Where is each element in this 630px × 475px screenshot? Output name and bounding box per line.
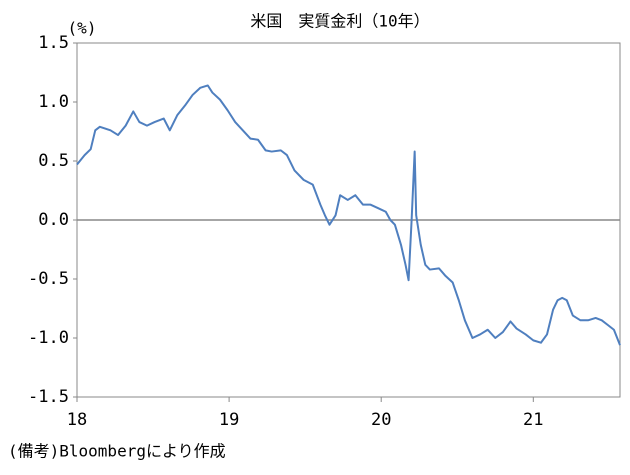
y-tick-label: 1.5 — [38, 33, 69, 53]
note: (備考)Bloombergにより作成 — [8, 442, 226, 461]
chart-title: 米国 実質金利（10年） — [250, 12, 429, 31]
data-line — [76, 84, 621, 346]
y-tick-label: 0.5 — [38, 151, 69, 171]
y-unit-label: (%) — [68, 19, 97, 38]
x-tick-label: 20 — [371, 410, 391, 430]
x-tick-label: 18 — [67, 410, 87, 430]
y-tick-label: 0.0 — [38, 210, 69, 230]
y-tick-label: -1.0 — [28, 328, 69, 348]
y-tick-label: -0.5 — [28, 269, 69, 289]
y-tick-label: -1.5 — [28, 387, 69, 407]
y-tick-label: 1.0 — [38, 92, 69, 112]
x-tick-label: 19 — [219, 410, 239, 430]
x-tick-label: 21 — [523, 410, 543, 430]
